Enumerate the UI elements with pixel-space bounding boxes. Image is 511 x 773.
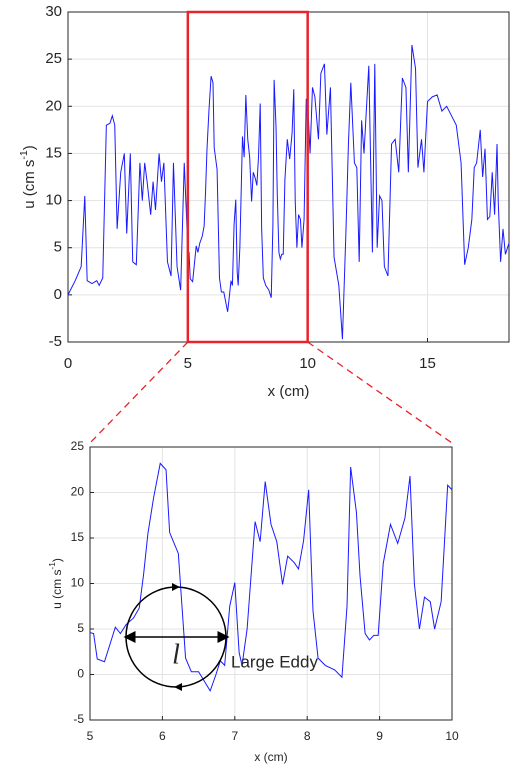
y-tick-label: 0 [54,286,62,303]
zoom-line [89,341,189,444]
y-tick-label: 15 [71,530,85,544]
y-axis-label-part: ) [50,558,64,562]
y-tick-label: 25 [71,439,85,453]
axes-frame [89,446,453,721]
y-tick-label: -5 [73,712,84,726]
y-tick-label: 10 [71,576,85,590]
y-tick-label: 0 [77,667,84,681]
y-axis-label-part: -1 [18,150,30,159]
y-axis-label-part: -1 [47,562,57,570]
x-tick-label: 8 [304,729,311,743]
x-tick-label: 7 [231,729,238,743]
x-tick-label: 10 [445,729,459,743]
y-axis-label: u (cm s-1) [47,558,64,609]
y-tick-label: 15 [45,144,62,161]
y-tick-label: 5 [54,239,62,256]
y-tick-label: 30 [45,3,62,20]
x-axis-label: x (cm) [254,750,287,764]
y-tick-label: 5 [77,621,84,635]
x-tick-label: 15 [419,355,436,372]
y-tick-label: 20 [71,485,85,499]
y-tick-label: -5 [49,333,62,350]
zoom-line [307,341,453,444]
y-tick-label: 20 [45,97,62,114]
x-tick-label: 5 [184,355,192,372]
y-axis-label-part: u (cm s [50,570,64,609]
x-tick-label: 5 [87,729,94,743]
y-axis-label-part: u (cm s [21,160,38,209]
y-tick-label: 25 [45,50,62,67]
x-tick-label: 10 [299,355,316,372]
x-axis-label: x (cm) [268,383,310,400]
plot-area [68,12,509,342]
data-line [67,44,510,340]
x-tick-label: 6 [159,729,166,743]
x-tick-label: 0 [64,355,72,372]
x-tick-label: 9 [376,729,383,743]
eddy-diagram [123,583,230,691]
annotation-symbol: l [172,639,180,670]
annotation: Large Eddy [231,652,318,671]
highlight-box [186,10,309,344]
y-axis-label: u (cm s-1) [18,145,38,209]
y-axis-label-part: ) [21,145,38,150]
data-line [89,462,453,693]
y-tick-label: 10 [45,192,62,209]
